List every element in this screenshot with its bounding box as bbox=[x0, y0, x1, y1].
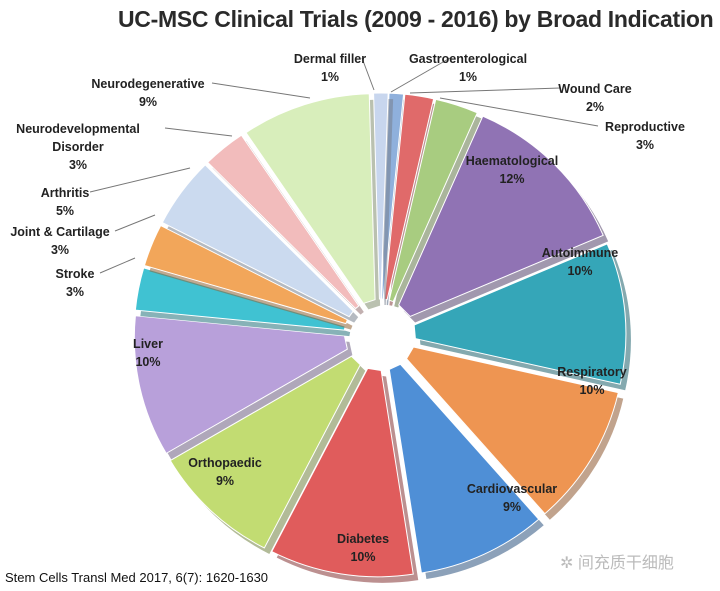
pie-slice-neurodevelopmental-disorder bbox=[206, 134, 360, 310]
slice-label: Autoimmune 10% bbox=[542, 244, 618, 280]
leader-line bbox=[89, 167, 191, 193]
pie-slice-neurodegenerative bbox=[245, 93, 376, 305]
slice-label-name: Diabetes bbox=[336, 532, 390, 546]
slice-label-name: Neurodevelopmental Disorder bbox=[16, 122, 140, 154]
leader-line bbox=[361, 57, 375, 91]
slice-label-name: Arthritis bbox=[40, 186, 90, 200]
slice-label: Wound Care 2% bbox=[558, 80, 631, 116]
slice-label-value: 3% bbox=[635, 138, 655, 152]
pie-slice-orthopaedic bbox=[169, 355, 361, 549]
slice-label-name: Neurodegenerative bbox=[91, 77, 205, 91]
slice-label-name: Orthopaedic bbox=[188, 456, 262, 470]
slice-label: Haematological 12% bbox=[466, 152, 558, 188]
slice-label-value: 1% bbox=[320, 70, 340, 84]
pie-slice-diabetes bbox=[271, 367, 414, 578]
leader-line bbox=[211, 82, 311, 99]
pie-slice-reproductive bbox=[388, 98, 478, 303]
slice-label-value: 10% bbox=[567, 264, 593, 278]
slice-label-name: Joint & Cartilage bbox=[10, 225, 110, 239]
pie-slice-side bbox=[394, 105, 483, 308]
slice-label: Joint & Cartilage 3% bbox=[10, 223, 109, 259]
slice-label-value: 9% bbox=[502, 500, 522, 514]
slice-label-value: 3% bbox=[50, 243, 70, 257]
slice-label: Respiratory 10% bbox=[557, 363, 626, 399]
slice-label-value: 2% bbox=[585, 100, 605, 114]
slice-label-name: Wound Care bbox=[558, 82, 632, 96]
slice-label: Reproductive 3% bbox=[605, 118, 685, 154]
slice-label-name: Cardiovascular bbox=[466, 482, 558, 496]
slice-label: Gastroenterological 1% bbox=[409, 50, 527, 86]
pie-slice-joint-cartilage bbox=[143, 224, 349, 325]
pie-slice-liver bbox=[133, 315, 348, 455]
pie-slice-haematological bbox=[398, 115, 604, 318]
slice-label-name: Respiratory bbox=[557, 365, 627, 379]
slice-label-name: Autoimmune bbox=[541, 246, 619, 260]
slice-label: Arthritis 5% bbox=[41, 184, 90, 220]
slice-label-value: 3% bbox=[68, 158, 88, 172]
watermark-text: 间充质干细胞 bbox=[577, 555, 674, 572]
slice-label-value: 12% bbox=[499, 172, 525, 186]
leader-line bbox=[164, 127, 233, 137]
watermark: ✲ 间充质干细胞 bbox=[560, 549, 674, 573]
slice-label-value: 10% bbox=[350, 550, 376, 564]
slice-label-name: Stroke bbox=[55, 267, 95, 281]
leader-line bbox=[390, 57, 451, 93]
slice-label-name: Reproductive bbox=[605, 120, 685, 134]
slice-label: Liver 10% bbox=[133, 335, 163, 371]
slice-label: Dermal filler 1% bbox=[294, 50, 366, 86]
pie-slice-cardiovascular bbox=[388, 363, 540, 574]
slice-label-value: 10% bbox=[135, 355, 161, 369]
slice-label: Cardiovascular 9% bbox=[467, 480, 557, 516]
leader-line bbox=[439, 97, 599, 127]
slice-label-value: 9% bbox=[215, 474, 235, 488]
pie-slice-respiratory bbox=[405, 346, 619, 515]
slice-label-name: Gastroenterological bbox=[408, 52, 528, 66]
leader-line bbox=[99, 257, 136, 274]
slice-label: Stroke 3% bbox=[56, 265, 95, 301]
wechat-icon: ✲ bbox=[560, 555, 578, 572]
slice-label-value: 10% bbox=[579, 383, 605, 397]
chart-title: UC-MSC Clinical Trials (2009 - 2016) by … bbox=[118, 6, 714, 32]
slice-label-value: 9% bbox=[138, 95, 158, 109]
pie-slice-wound-care bbox=[383, 93, 435, 301]
leader-line bbox=[409, 87, 561, 94]
pie-slice-dermal-filler bbox=[373, 92, 389, 300]
slice-label-value: 5% bbox=[55, 204, 75, 218]
slice-label-name: Liver bbox=[133, 337, 163, 351]
slice-label-value: 3% bbox=[65, 285, 85, 299]
slice-label-value: 1% bbox=[458, 70, 478, 84]
slice-label-name: Dermal filler bbox=[293, 52, 367, 66]
slice-label: Diabetes 10% bbox=[337, 530, 389, 566]
source-citation: Stem Cells Transl Med 2017, 6(7): 1620-1… bbox=[5, 570, 269, 585]
pie-slice-autoimmune bbox=[413, 243, 627, 385]
leader-line bbox=[114, 214, 156, 232]
slice-label-name: Haematological bbox=[465, 154, 559, 168]
slice-label: Neurodevelopmental Disorder 3% bbox=[8, 120, 148, 174]
pie-slice-arthritis bbox=[161, 164, 354, 318]
slice-label: Neurodegenerative 9% bbox=[91, 75, 204, 111]
slice-label: Orthopaedic 9% bbox=[188, 454, 262, 490]
